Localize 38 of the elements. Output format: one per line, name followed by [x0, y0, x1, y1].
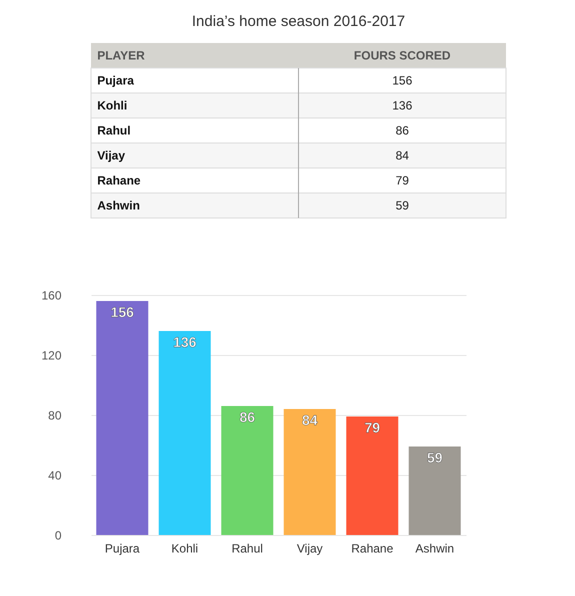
data-label: 86: [239, 409, 256, 425]
text: India’s home season 2016-2017: [192, 13, 406, 30]
y-tick-label: 0: [54, 528, 62, 542]
x-tick-label: Vijay: [296, 542, 323, 556]
data-label: 79: [364, 420, 380, 436]
x-tick-label: Rahul: [232, 542, 263, 556]
data-label: 136: [173, 334, 197, 350]
x-tick-label: Pujara: [104, 542, 140, 556]
bar: [284, 409, 336, 535]
bar: [408, 446, 461, 535]
data-label: 156: [110, 304, 134, 320]
y-tick-label: 80: [48, 408, 62, 422]
x-tick-label: Ashwin: [415, 542, 454, 556]
text: Rahane: [97, 174, 141, 188]
x-tick-label: Kohli: [171, 542, 198, 556]
text: Vijay: [97, 148, 126, 162]
bar: [221, 406, 274, 535]
data-label: 84: [302, 412, 318, 428]
text: Kohli: [97, 98, 128, 112]
data-label: 59: [426, 450, 443, 466]
y-tick-label: 40: [48, 468, 62, 482]
text: 59: [396, 198, 410, 212]
text: 156: [392, 74, 413, 88]
y-tick-label: 160: [41, 288, 62, 302]
bar: [96, 301, 148, 535]
y-tick-label: 120: [41, 348, 62, 362]
bar: [158, 331, 211, 535]
text: PLAYER: [97, 48, 146, 62]
text: Pujara: [97, 74, 134, 88]
x-tick-label: Rahane: [351, 542, 394, 556]
bar: [346, 416, 398, 535]
text: Rahul: [97, 124, 131, 138]
text: FOURS SCORED: [354, 48, 451, 62]
text: 86: [396, 124, 410, 138]
text: 136: [392, 98, 413, 112]
text: Ashwin: [97, 198, 140, 212]
text: 79: [396, 174, 410, 188]
text: 84: [396, 148, 410, 162]
